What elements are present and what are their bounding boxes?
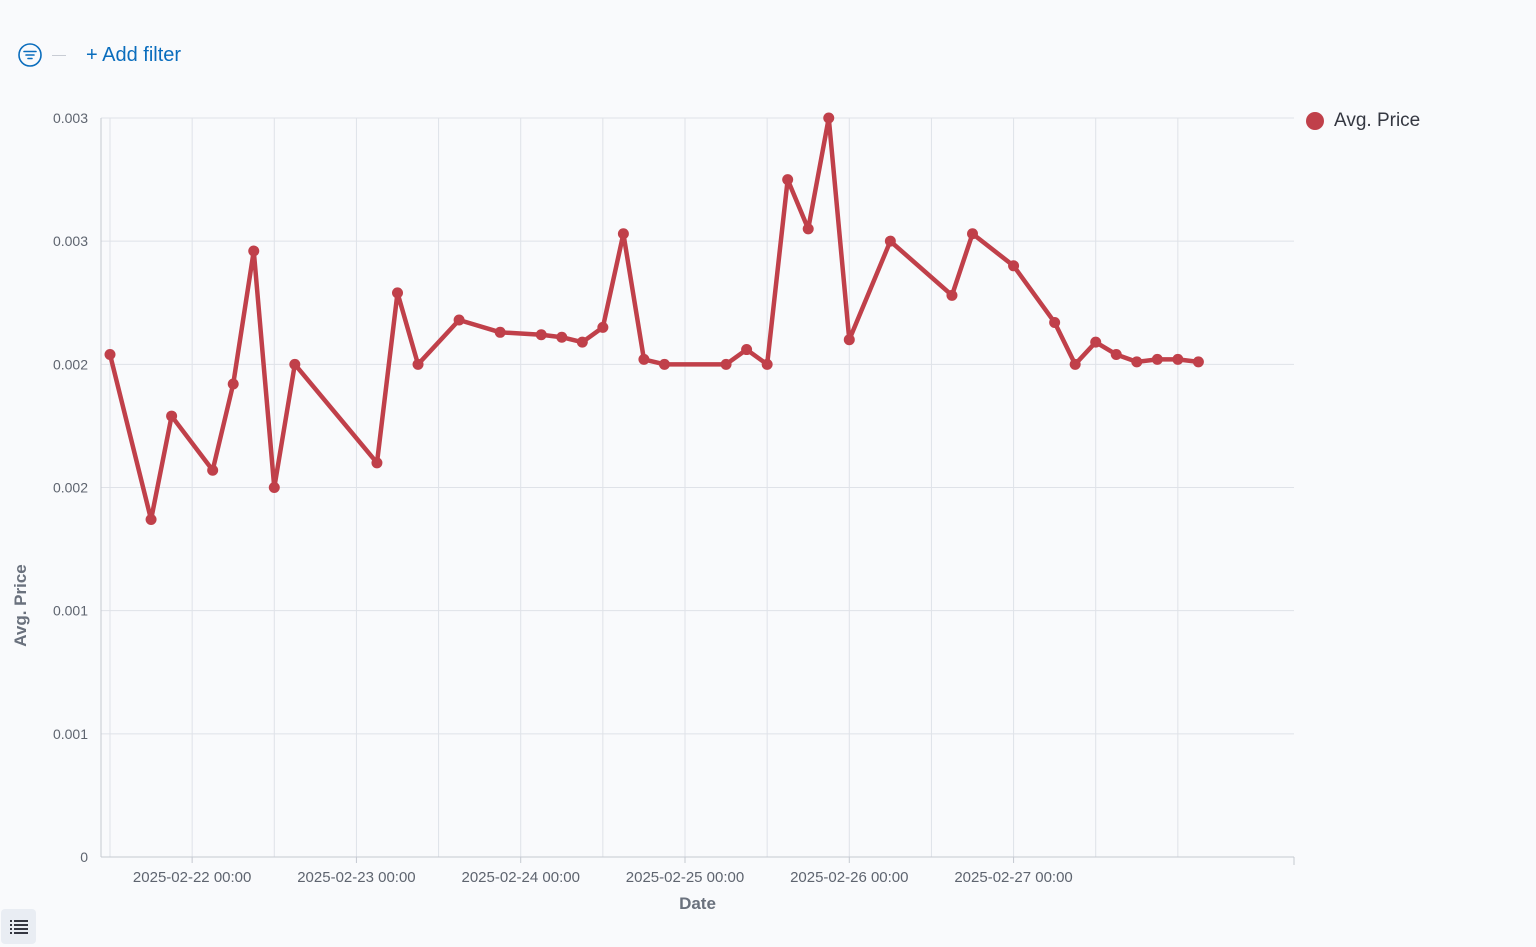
data-point	[1172, 353, 1184, 365]
legend-color-dot	[1306, 112, 1324, 130]
data-point	[741, 344, 753, 356]
x-axis-title: Date	[679, 894, 716, 913]
data-point	[145, 514, 157, 526]
x-tick-label: 2025-02-27 00:00	[954, 869, 1072, 886]
data-point	[1049, 316, 1061, 328]
data-point	[617, 228, 629, 240]
data-point	[494, 326, 506, 338]
data-point	[576, 336, 588, 348]
x-tick-label: 2025-02-26 00:00	[790, 869, 908, 886]
data-point	[1131, 356, 1143, 368]
data-point	[104, 348, 116, 360]
data-point	[268, 482, 280, 493]
legend-toggle-button[interactable]	[1, 909, 36, 944]
data-point	[946, 289, 958, 301]
filter-separator	[52, 54, 66, 56]
data-point	[967, 228, 978, 240]
data-point	[761, 358, 773, 370]
data-point	[884, 235, 896, 247]
data-point	[207, 464, 219, 476]
data-point	[782, 174, 794, 186]
legend-label: Avg. Price	[1334, 110, 1421, 131]
list-icon	[9, 919, 28, 934]
y-tick-label: 0.003	[53, 233, 88, 249]
chart-grid	[101, 117, 1294, 858]
series-avg-price	[104, 112, 1204, 526]
data-point	[248, 245, 260, 257]
filter-bar: + Add filter	[18, 42, 181, 68]
data-point	[289, 358, 301, 370]
y-tick-label: 0.001	[53, 603, 88, 619]
chart-axes	[100, 118, 1295, 865]
data-point	[556, 331, 568, 343]
data-point	[453, 314, 465, 326]
data-point	[1069, 358, 1081, 370]
y-tick-label: 0.002	[53, 356, 88, 372]
data-point	[597, 321, 609, 333]
y-tick-label: 0.002	[53, 480, 88, 496]
data-point	[227, 378, 239, 390]
x-tick-label: 2025-02-24 00:00	[461, 869, 579, 886]
x-axis-tick-labels: 2025-02-22 00:00 2025-02-23 00:00 2025-02-…	[133, 869, 1073, 886]
data-point	[638, 353, 650, 365]
data-point	[412, 358, 424, 370]
series-line	[107, 115, 1201, 522]
data-point	[1192, 356, 1204, 368]
y-tick-label: 0.003	[53, 110, 88, 126]
y-tick-label: 0	[80, 849, 88, 865]
data-point	[1008, 260, 1020, 272]
data-point	[720, 358, 732, 370]
legend-item-avg-price[interactable]: Avg. Price	[1306, 110, 1420, 132]
data-point	[1090, 336, 1102, 348]
data-point	[658, 358, 670, 370]
y-axis-tick-labels: 0 0.001 0.001 0.002 0.002 0.003 0.003	[53, 110, 88, 865]
data-point	[823, 112, 835, 124]
x-tick-label: 2025-02-25 00:00	[626, 869, 744, 886]
add-filter-button[interactable]: + Add filter	[86, 43, 182, 66]
y-axis-title: Avg. Price	[11, 564, 30, 647]
x-tick-label: 2025-02-23 00:00	[297, 869, 415, 886]
data-point	[535, 329, 547, 341]
data-point	[1151, 353, 1163, 365]
data-point	[392, 287, 403, 299]
y-tick-label: 0.001	[53, 726, 88, 742]
x-tick-label: 2025-02-22 00:00	[133, 869, 251, 886]
data-point	[1110, 348, 1122, 360]
filter-funnel-icon[interactable]	[18, 43, 42, 67]
data-point	[802, 223, 814, 235]
data-point	[166, 410, 178, 422]
data-point	[843, 334, 855, 346]
data-point	[371, 457, 383, 469]
